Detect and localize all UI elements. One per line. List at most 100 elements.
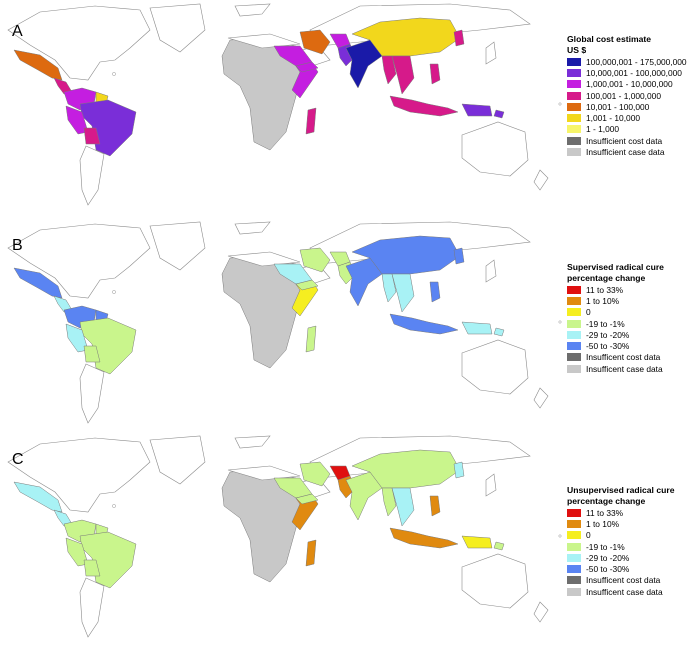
legend-label: -19 to -1% <box>586 318 625 329</box>
panel-label-a: A <box>12 23 23 40</box>
country-yemen <box>295 493 319 505</box>
legend-swatch <box>567 576 581 585</box>
legend-label: -19 to -1% <box>586 541 625 552</box>
legend-label: 10,001 - 100,000 <box>586 101 650 112</box>
country-png <box>461 321 493 335</box>
country-indonesia <box>389 527 459 549</box>
legend-item: 1,001 - 10,000 <box>567 112 700 123</box>
landmass <box>79 577 105 638</box>
country-bolivia <box>83 345 101 363</box>
country-peru <box>65 537 89 567</box>
legend-supervised-radical-cure: Supervised radical cure percentage chang… <box>567 262 700 374</box>
legend-label: 100,000,001 - 175,000,000 <box>586 56 687 67</box>
legend-item: 11 to 33% <box>567 507 700 518</box>
country-madagascar <box>305 539 317 567</box>
world-map <box>7 3 572 206</box>
legend-swatch <box>567 342 581 351</box>
legend-item: 100,001 - 1,000,000 <box>567 90 700 101</box>
legend-title-line: US $ <box>567 45 587 55</box>
legend-label: Insufficient case data <box>586 147 665 158</box>
legend-swatch <box>567 80 581 89</box>
country-png <box>461 103 493 117</box>
landmass <box>485 41 497 65</box>
landmass <box>7 223 151 299</box>
landmass <box>533 601 549 623</box>
panel-label-c: C <box>12 451 24 468</box>
country-philippines <box>429 281 441 303</box>
legend-title-line: percentage change <box>567 273 646 283</box>
legend-swatch <box>567 565 581 574</box>
landmass <box>227 33 301 49</box>
landmass <box>234 3 271 17</box>
legend-label: 10,000,001 - 100,000,000 <box>586 67 682 78</box>
landmass <box>461 339 529 395</box>
country-korea <box>453 29 465 47</box>
legend-item: 10,001 - 100,000 <box>567 101 700 112</box>
legend-swatch <box>567 531 581 540</box>
island <box>558 102 562 106</box>
country-korea <box>453 247 465 265</box>
country-iran <box>299 247 331 273</box>
legend-label: 1 to 10% <box>586 295 620 306</box>
country-korea <box>453 461 465 479</box>
legend-swatch <box>567 125 581 134</box>
legend-swatch <box>567 319 581 328</box>
legend-label: Insufficent case data <box>586 586 663 597</box>
legend-items: 100,000,001 - 175,000,000 10,000,001 - 10… <box>567 56 700 158</box>
legend-items: 11 to 33% 1 to 10% 0 -19 to -1% -29 to -20% -… <box>567 284 700 374</box>
world-map <box>7 221 572 424</box>
landmass <box>7 5 151 81</box>
landmass <box>533 169 549 191</box>
legend-label: 0 <box>586 530 591 541</box>
legend-swatch <box>567 519 581 528</box>
country-png <box>461 535 493 549</box>
landmass <box>79 145 105 206</box>
landmass <box>79 363 105 424</box>
world-map <box>7 435 572 638</box>
legend-label: -50 to -30% <box>586 564 630 575</box>
island <box>112 72 116 76</box>
legend-item: 11 to 33% <box>567 284 700 295</box>
legend-item: Insufficient case data <box>567 146 700 157</box>
landmass <box>234 221 271 235</box>
legend-label: Insufficient cost data <box>586 135 663 146</box>
map-panel-a: A <box>7 3 572 206</box>
landmass <box>461 121 529 177</box>
country-brazil <box>79 317 137 375</box>
landmass <box>149 3 206 53</box>
legend-item: 10,000,001 - 100,000,000 <box>567 67 700 78</box>
landmass <box>149 221 206 271</box>
legend-unsupervised-radical-cure: Unsupervised radical cure percentage cha… <box>567 485 700 597</box>
legend-title-line: percentage change <box>567 496 646 506</box>
country-myanmar <box>381 55 397 85</box>
country-indochina <box>391 273 415 313</box>
country-indonesia <box>389 313 459 335</box>
legend-item: 0 <box>567 530 700 541</box>
legend-item: -50 to -30% <box>567 563 700 574</box>
legend-title-line: Global cost estimate <box>567 34 652 44</box>
legend-item: 1 - 1,000 <box>567 124 700 135</box>
country-myanmar <box>381 273 397 303</box>
legend-items: 11 to 33% 1 to 10% 0 -19 to -1% -29 to -20% -… <box>567 507 700 597</box>
legend-item: 1,000,001 - 10,000,000 <box>567 79 700 90</box>
legend-swatch <box>567 57 581 66</box>
legend-swatch <box>567 542 581 551</box>
landmass <box>149 435 206 485</box>
legend-item: 100,000,001 - 175,000,000 <box>567 56 700 67</box>
legend-swatch <box>567 308 581 317</box>
legend-title-line: Supervised radical cure <box>567 262 664 272</box>
legend-label: 1 to 10% <box>586 518 620 529</box>
legend-swatch <box>567 68 581 77</box>
legend-swatch <box>567 102 581 111</box>
country-yemen <box>295 279 319 291</box>
legend-item: -29 to -20% <box>567 329 700 340</box>
landmass <box>227 465 301 481</box>
landmass <box>227 251 301 267</box>
legend-swatch <box>567 136 581 145</box>
landmass <box>461 553 529 609</box>
country-indochina <box>391 487 415 527</box>
legend-label: 0 <box>586 307 591 318</box>
map-panel-c: C <box>7 435 572 638</box>
landmass <box>234 435 271 449</box>
